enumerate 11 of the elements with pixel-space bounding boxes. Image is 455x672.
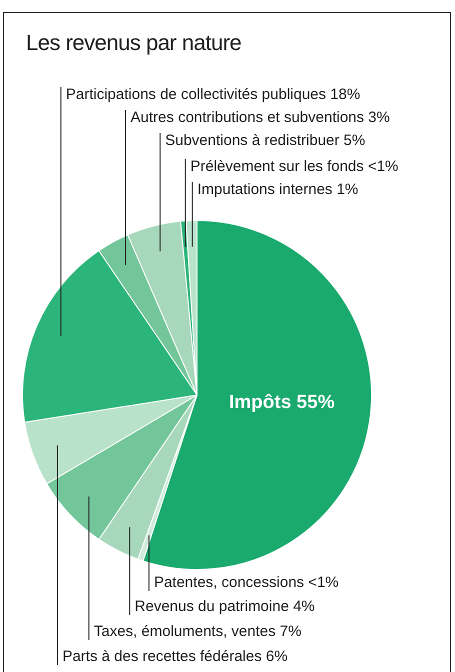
slice-label: Autres contributions et subventions 3% [130, 109, 390, 126]
slice-label: Prélèvement sur les fonds <1% [190, 158, 398, 176]
slice-label: Taxes, émoluments, ventes 7% [94, 623, 302, 640]
slice-label: Patentes, concessions <1% [154, 574, 339, 592]
slice-label: Participations de collectivités publiques 18% [66, 86, 360, 104]
slice-label: Imputations internes 1% [197, 181, 358, 198]
slice-label: Subventions à redistribuer 5% [165, 132, 366, 150]
chart-title: Les revenus par nature [26, 30, 242, 56]
slice-label: Impôts 55% [228, 392, 335, 414]
slice-label: Parts à des recettes fédérales 6% [62, 648, 288, 666]
slice-label: Revenus du patrimoine 4% [134, 598, 315, 616]
